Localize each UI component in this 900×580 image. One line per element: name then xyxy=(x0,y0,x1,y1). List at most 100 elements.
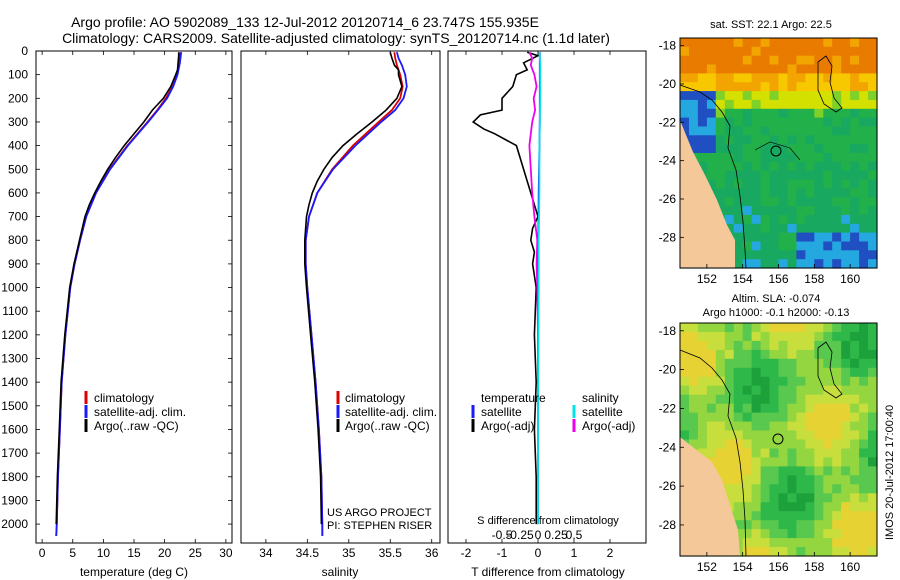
map-cell xyxy=(742,170,753,181)
map-cell xyxy=(751,520,762,530)
map-cell xyxy=(859,412,869,423)
map-cell xyxy=(841,135,851,145)
map-cell xyxy=(850,358,860,369)
map-cell xyxy=(778,385,789,396)
map-cell xyxy=(715,457,726,467)
map-cell xyxy=(859,108,869,119)
map-cell xyxy=(733,144,744,154)
x-tick-label: 35 xyxy=(342,546,356,560)
map-cell xyxy=(778,493,789,503)
map-cell xyxy=(715,126,726,136)
map-cell xyxy=(769,547,780,557)
map-cell xyxy=(787,250,798,260)
map-cell xyxy=(769,323,780,333)
map-cell xyxy=(796,241,806,251)
map-cell xyxy=(724,64,735,74)
map-cell xyxy=(841,403,851,414)
map-cell xyxy=(841,232,851,242)
depth-tick-label: 300 xyxy=(8,115,28,129)
map-cell xyxy=(805,259,815,269)
map-cell xyxy=(796,223,806,234)
map-cell xyxy=(814,73,824,83)
map-cell xyxy=(823,135,833,145)
map-cell xyxy=(841,46,851,57)
map-cell xyxy=(733,403,744,414)
map-cell xyxy=(742,547,753,557)
map-cell xyxy=(850,91,860,101)
map-cell xyxy=(868,170,878,181)
map-cell xyxy=(769,197,780,207)
map-cell xyxy=(751,232,762,242)
map-cell xyxy=(760,55,771,66)
map-cell xyxy=(787,223,798,234)
map-cell xyxy=(733,135,744,145)
map-cell xyxy=(706,385,717,396)
map-cell xyxy=(778,511,789,521)
map-cell xyxy=(778,394,789,405)
map-cell xyxy=(787,170,798,181)
map-cell xyxy=(823,466,833,476)
map-cell xyxy=(787,206,798,216)
map-cell xyxy=(724,323,735,333)
map-lon-label: 160 xyxy=(840,272,860,286)
map-cell xyxy=(805,144,815,154)
map-cell xyxy=(751,439,762,450)
map-cell xyxy=(868,144,878,154)
map-cell xyxy=(751,206,762,216)
map-cell xyxy=(823,430,833,441)
map-cell xyxy=(823,421,833,432)
map-cell xyxy=(769,108,780,119)
map-cell xyxy=(680,99,690,110)
map-cell xyxy=(841,547,851,557)
map-cell xyxy=(680,323,690,333)
map-cell xyxy=(724,421,735,432)
map-lon-label: 158 xyxy=(804,560,824,574)
map-cell xyxy=(733,108,744,119)
map-cell xyxy=(805,323,815,333)
map-cell xyxy=(724,223,735,234)
map-cell xyxy=(733,73,744,83)
map-cell xyxy=(778,340,789,351)
map-cell xyxy=(814,64,824,74)
map-cell xyxy=(733,340,744,351)
s-tick-label: -0.5 xyxy=(492,528,513,542)
map-cell xyxy=(832,412,842,423)
map-cell xyxy=(706,430,717,441)
map-cell xyxy=(868,323,878,333)
map-cell xyxy=(769,421,780,432)
map-cell xyxy=(850,332,860,342)
map-cell xyxy=(760,430,771,441)
map-cell xyxy=(760,153,771,163)
depth-tick-label: 500 xyxy=(8,162,28,176)
map-cell xyxy=(832,223,842,234)
map-cell xyxy=(832,46,842,57)
title-line-1: Argo profile: AO 5902089_133 12-Jul-2012… xyxy=(71,14,539,30)
x-tick-label: 34.5 xyxy=(296,546,320,560)
imos-timestamp: IMOS 20-Jul-2012 17:00:40 xyxy=(884,405,896,540)
map-cell xyxy=(733,358,744,369)
map-cell xyxy=(850,466,860,476)
map-cell xyxy=(841,126,851,136)
map-cell xyxy=(787,64,798,74)
depth-tick-label: 1500 xyxy=(1,399,28,413)
map-lat-label: -20 xyxy=(659,77,677,91)
map-cell xyxy=(715,430,726,441)
map-cell xyxy=(823,367,833,378)
map-cell xyxy=(778,197,789,207)
map-cell xyxy=(832,493,842,503)
map-cell xyxy=(697,448,708,459)
map-cell xyxy=(814,144,824,154)
map-cell xyxy=(787,502,798,512)
map-cell xyxy=(706,421,717,432)
map-cell xyxy=(706,73,717,83)
map-cell xyxy=(805,197,815,207)
map-cell xyxy=(769,412,780,423)
map-cell xyxy=(841,430,851,441)
sla-map-land xyxy=(680,437,740,556)
map-cell xyxy=(823,179,833,189)
map-cell xyxy=(715,135,726,145)
map-cell xyxy=(796,448,806,459)
map-cell xyxy=(760,170,771,181)
map-cell xyxy=(814,232,824,242)
map-cell xyxy=(742,117,753,127)
